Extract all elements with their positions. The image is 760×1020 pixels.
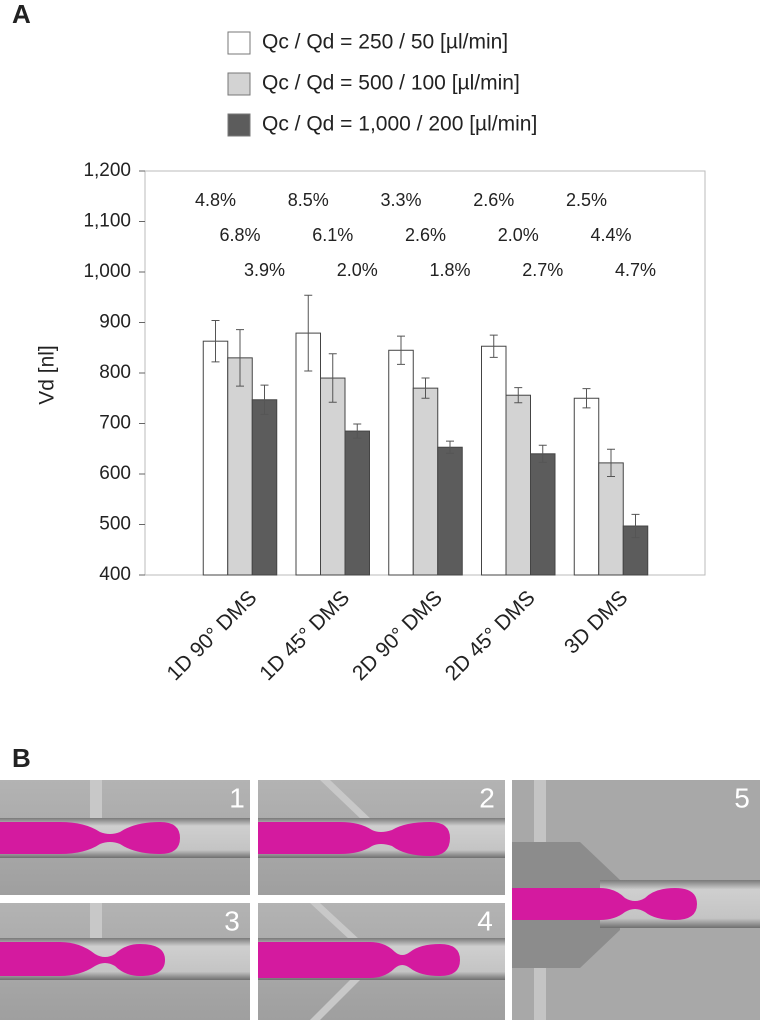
cv-label: 4.4% <box>590 225 631 245</box>
x-tick-label: 1D 90° DMS <box>163 586 262 685</box>
cv-label: 1.8% <box>429 260 470 280</box>
error-bar <box>582 388 591 409</box>
cv-label: 2.0% <box>337 260 378 280</box>
legend-label: Qc / Qd = 1,000 / 200 [µl/min] <box>262 113 537 136</box>
bar <box>437 446 463 576</box>
error-bar <box>421 377 430 399</box>
y-tick-label: 600 <box>99 463 131 484</box>
bar <box>573 397 600 576</box>
cv-label: 2.6% <box>405 225 446 245</box>
y-axis-label: Vd [nl] <box>36 345 59 405</box>
photo-2 <box>258 780 505 895</box>
y-tick-label: 400 <box>99 564 131 585</box>
error-bar <box>353 423 362 439</box>
bar <box>295 332 321 576</box>
panel-label: B <box>12 743 31 773</box>
bar <box>412 387 439 576</box>
cv-label: 6.8% <box>219 225 260 245</box>
photo-number: 3 <box>224 905 240 936</box>
cv-label: 2.0% <box>498 225 539 245</box>
legend-swatch <box>227 31 251 55</box>
legend-label: Qc / Qd = 500 / 100 [µl/min] <box>262 72 520 95</box>
error-bar <box>397 335 405 365</box>
error-bar <box>631 513 640 539</box>
legend-swatch <box>227 113 251 137</box>
bar <box>505 394 531 576</box>
y-tick-label: 900 <box>99 312 131 333</box>
x-tick-label: 1D 45° DMS <box>255 586 354 685</box>
cv-label: 4.7% <box>615 260 656 280</box>
cv-label: 6.1% <box>312 225 353 245</box>
cv-label: 2.6% <box>473 190 514 210</box>
bar <box>320 377 346 576</box>
photo-1 <box>0 780 250 895</box>
photo-4 <box>258 903 505 1020</box>
x-tick-label: 3D DMS <box>560 586 632 658</box>
bar <box>202 340 229 576</box>
legend-swatch <box>227 72 251 96</box>
bar <box>251 399 278 576</box>
error-bar <box>514 387 523 404</box>
error-bar <box>489 334 498 358</box>
x-tick-label: 2D 45° DMS <box>441 586 540 685</box>
error-bar <box>304 294 313 372</box>
photo-5 <box>512 780 760 1020</box>
error-bar <box>328 353 337 403</box>
bar <box>481 345 507 576</box>
photo-number: 4 <box>477 905 493 936</box>
bar <box>530 453 556 576</box>
y-tick-label: 1,200 <box>83 160 131 181</box>
cv-label: 3.3% <box>380 190 421 210</box>
error-bar <box>211 319 220 363</box>
error-bar <box>538 444 547 463</box>
y-tick-label: 800 <box>99 362 131 383</box>
y-tick-label: 500 <box>99 514 131 535</box>
cv-label: 2.7% <box>522 260 563 280</box>
cv-label: 2.5% <box>566 190 607 210</box>
error-bar <box>446 440 454 454</box>
cv-label: 3.9% <box>244 260 285 280</box>
bar <box>344 430 370 576</box>
panel-label: A <box>12 0 31 29</box>
bar <box>227 357 253 576</box>
photo-number: 5 <box>734 782 750 813</box>
photo-number: 2 <box>479 782 495 813</box>
y-tick-label: 700 <box>99 413 131 434</box>
x-tick-label: 2D 90° DMS <box>348 586 447 685</box>
y-tick-label: 1,000 <box>83 261 131 282</box>
photo-3 <box>0 903 250 1020</box>
cv-label: 8.5% <box>288 190 329 210</box>
cv-label: 4.8% <box>195 190 236 210</box>
legend-label: Qc / Qd = 250 / 50 [µl/min] <box>262 31 508 54</box>
error-bar <box>236 329 244 387</box>
error-bar <box>607 448 615 478</box>
bar <box>598 462 624 576</box>
photo-number: 1 <box>229 782 245 813</box>
y-tick-label: 1,100 <box>83 211 131 232</box>
error-bar <box>260 384 269 415</box>
bar <box>388 349 414 576</box>
